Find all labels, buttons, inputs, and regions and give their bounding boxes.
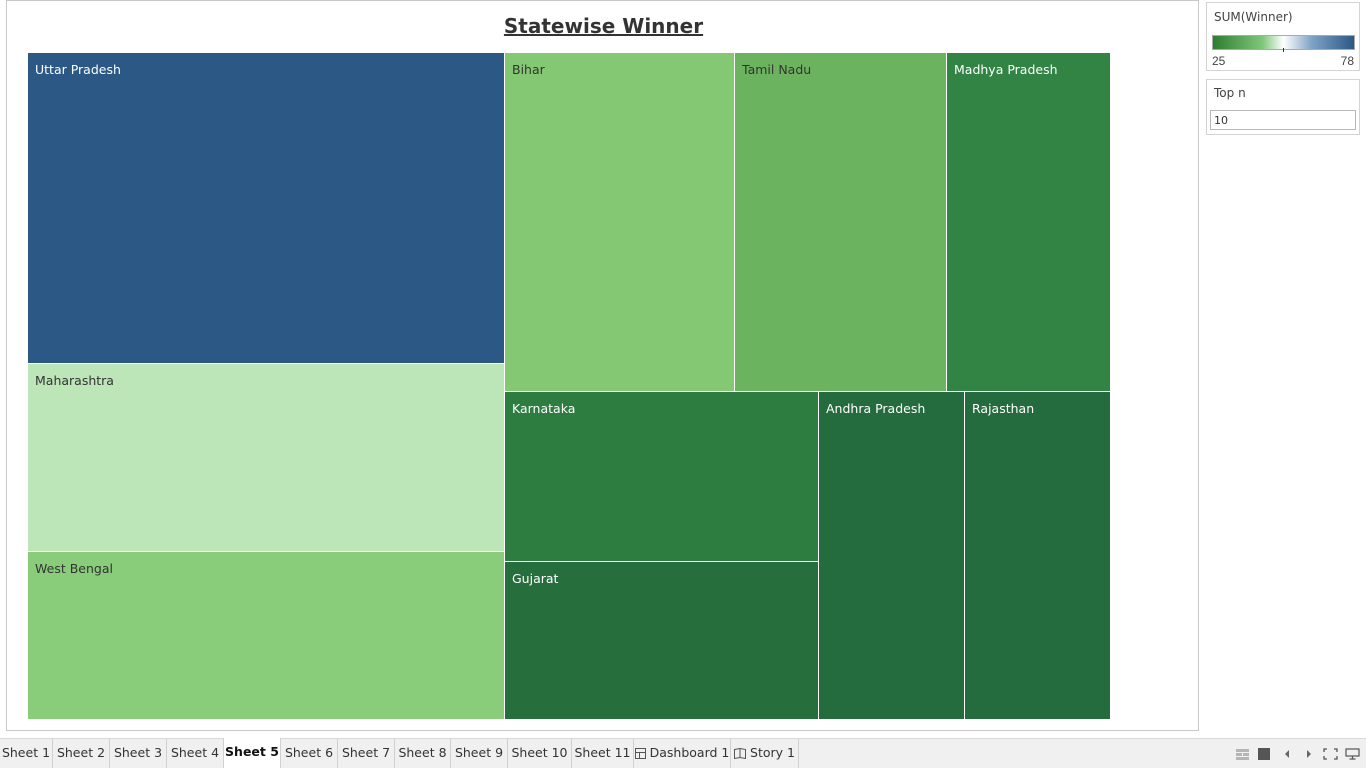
tab-label: Sheet 2 <box>56 745 106 760</box>
dashboard-icon <box>634 748 646 759</box>
tab-sheet-8[interactable]: Sheet 8 <box>395 739 451 768</box>
tab-label: Sheet 8 <box>398 745 447 760</box>
treemap-tile-west-bengal[interactable]: West Bengal <box>27 551 505 720</box>
tab-story-1[interactable]: Story 1 <box>731 739 799 768</box>
tab-sheet-5[interactable]: Sheet 5 <box>224 738 281 768</box>
treemap-tile-uttar-pradesh[interactable]: Uttar Pradesh <box>27 52 505 364</box>
treemap-tile-rajasthan[interactable]: Rajasthan <box>964 391 1111 720</box>
previous-sheet-icon[interactable] <box>1283 748 1291 760</box>
treemap-tile-label: Gujarat <box>512 571 559 586</box>
treemap-tile-label: West Bengal <box>35 561 113 576</box>
treemap-tile-tamil-nadu[interactable]: Tamil Nadu <box>734 52 947 392</box>
tab-sheet-7[interactable]: Sheet 7 <box>338 739 395 768</box>
treemap-tile-karnataka[interactable]: Karnataka <box>504 391 819 562</box>
treemap-tile-label: Madhya Pradesh <box>954 62 1058 77</box>
tab-label: Dashboard 1 <box>649 745 730 760</box>
worksheet-canvas: Statewise Winner Uttar Pradesh Maharashtr… <box>6 0 1199 731</box>
color-legend-center-mark <box>1283 48 1284 52</box>
treemap-tile-label: Andhra Pradesh <box>826 401 926 416</box>
tab-dashboard-1[interactable]: Dashboard 1 <box>634 739 731 768</box>
fullscreen-icon[interactable] <box>1323 748 1338 760</box>
tab-sheet-3[interactable]: Sheet 3 <box>110 739 167 768</box>
tab-sheet-11[interactable]: Sheet 11 <box>572 739 634 768</box>
tab-sheet-2[interactable]: Sheet 2 <box>53 739 110 768</box>
show-sheet-sorter-icon[interactable] <box>1236 748 1249 760</box>
presentation-mode-icon[interactable] <box>1345 748 1360 760</box>
treemap-tile-bihar[interactable]: Bihar <box>504 52 735 392</box>
show-filmstrip-icon[interactable] <box>1258 748 1270 760</box>
treemap-tile-label: Maharashtra <box>35 373 114 388</box>
top-n-parameter-card: Top n <box>1206 79 1360 135</box>
tab-sheet-4[interactable]: Sheet 4 <box>167 739 224 768</box>
tab-sheet-10[interactable]: Sheet 10 <box>508 739 572 768</box>
treemap-tile-madhya-pradesh[interactable]: Madhya Pradesh <box>946 52 1111 392</box>
treemap-tile-label: Tamil Nadu <box>742 62 812 77</box>
tab-label: Sheet 7 <box>341 745 391 760</box>
sheet-tab-bar: Sheet 1 Sheet 2 Sheet 3 Sheet 4 Sheet 5 Sheet… <box>0 738 1366 768</box>
treemap-tile-andhra-pradesh[interactable]: Andhra Pradesh <box>818 391 965 720</box>
color-legend-max-label: 78 <box>1340 54 1354 68</box>
tab-sheet-9[interactable]: Sheet 9 <box>451 739 508 768</box>
treemap-tile-label: Uttar Pradesh <box>35 62 121 77</box>
tab-label: Sheet 3 <box>113 745 163 760</box>
top-n-title: Top n <box>1214 86 1246 100</box>
tab-label: Sheet 6 <box>284 745 334 760</box>
tab-label: Sheet 9 <box>454 745 504 760</box>
color-legend-card[interactable]: SUM(Winner) 25 78 <box>1206 2 1360 71</box>
tab-label: Sheet 4 <box>170 745 220 760</box>
next-sheet-icon[interactable] <box>1305 748 1313 760</box>
color-legend-title: SUM(Winner) <box>1214 10 1293 24</box>
color-legend-min-label: 25 <box>1212 54 1226 68</box>
treemap-tile-label: Rajasthan <box>972 401 1035 416</box>
tab-sheet-6[interactable]: Sheet 6 <box>281 739 338 768</box>
tab-label: Sheet 1 <box>1 745 51 760</box>
tab-label: Sheet 10 <box>511 745 568 760</box>
chart-title: Statewise Winner <box>503 14 704 38</box>
treemap-tile-label: Bihar <box>512 62 545 77</box>
treemap-tile-maharashtra[interactable]: Maharashtra <box>27 363 505 552</box>
treemap-tile-label: Karnataka <box>512 401 576 416</box>
tab-sheet-1[interactable]: Sheet 1 <box>0 739 53 768</box>
tab-label: Story 1 <box>750 745 795 760</box>
top-n-input[interactable] <box>1210 110 1356 130</box>
treemap-chart: Uttar Pradesh Maharashtra West Bengal Bihar… <box>27 52 1111 720</box>
treemap-tile-gujarat[interactable]: Gujarat <box>504 561 819 720</box>
tab-label: Sheet 11 <box>574 745 631 760</box>
story-icon <box>734 748 747 759</box>
tab-label: Sheet 5 <box>225 744 279 759</box>
